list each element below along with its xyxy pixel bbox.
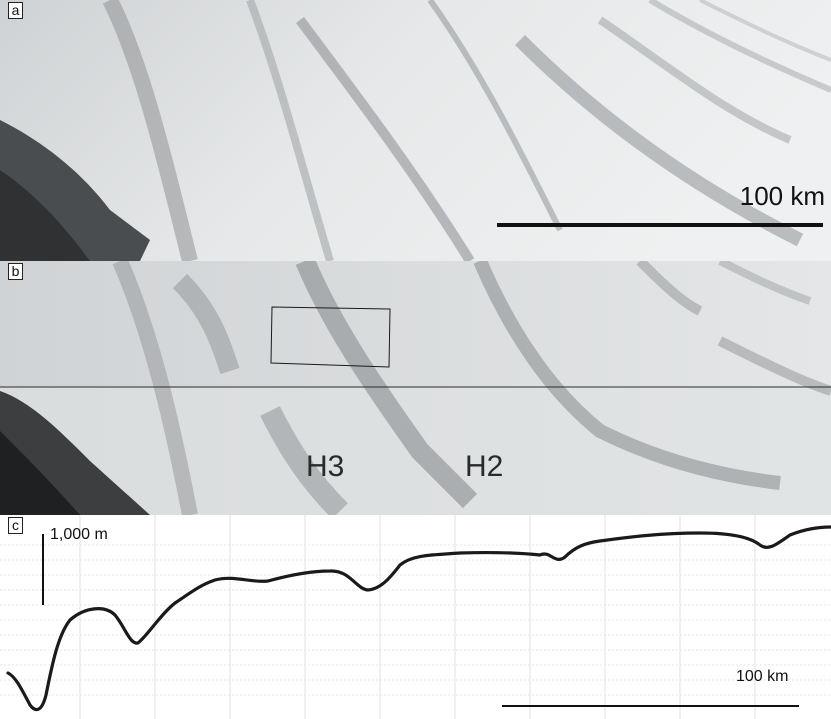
vertical-scale-bar (42, 534, 44, 605)
panel-c-graph (0, 515, 831, 719)
vertical-scale-label: 1,000 m (50, 526, 108, 543)
panel-a-terrain (0, 0, 831, 261)
label-h2: H2 (465, 450, 504, 483)
panel-c-scale-label: 100 km (736, 668, 789, 685)
panel-b-image: b H3 H2 (0, 261, 831, 515)
panel-b-terrain (0, 261, 831, 515)
panel-b-letter: b (8, 263, 23, 280)
panel-c-profile: c (0, 515, 831, 719)
panel-a-scale-bar (497, 223, 823, 227)
elevation-profile-line (6, 525, 831, 712)
label-h3: H3 (306, 450, 345, 483)
panel-a-letter: a (8, 2, 23, 19)
panel-c-scale-bar (502, 705, 799, 707)
panel-a-image: a 100 km (0, 0, 831, 261)
panel-c-letter: c (8, 517, 23, 534)
panel-a-scale-label: 100 km (739, 181, 825, 211)
